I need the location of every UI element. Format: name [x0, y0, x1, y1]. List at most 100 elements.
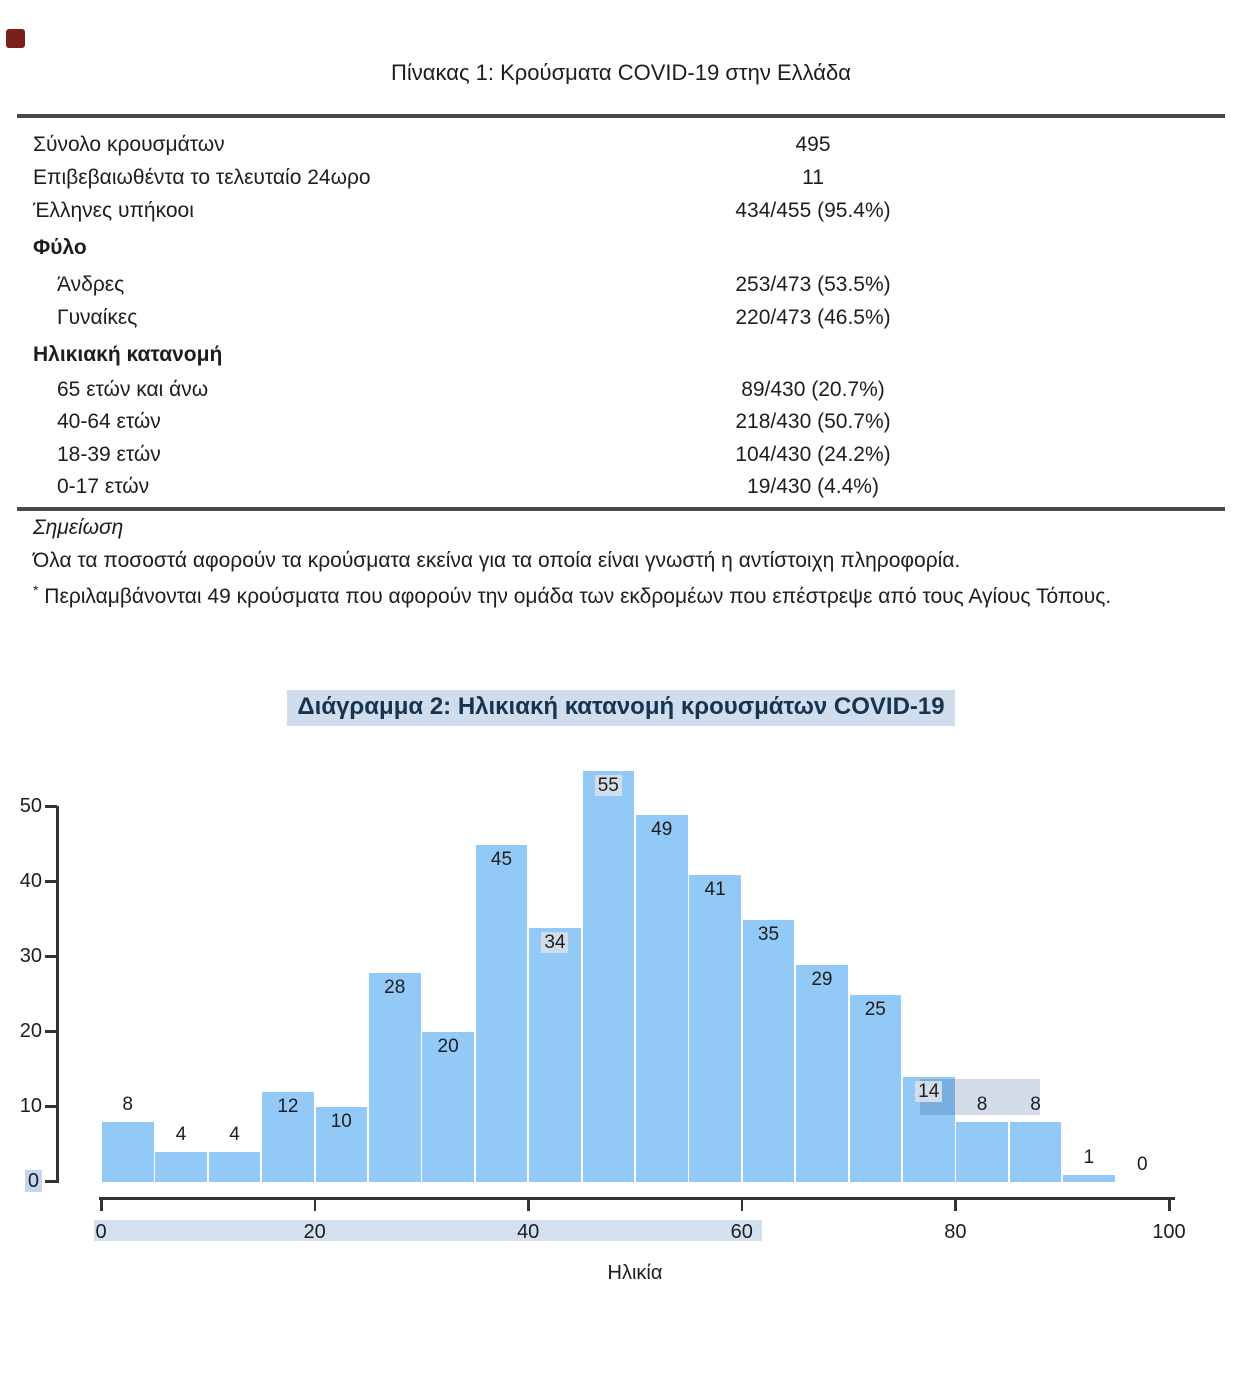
- histogram-bar: [422, 1032, 474, 1182]
- row-label: Άνδρες: [57, 273, 125, 296]
- row-value: 19/430 (4.4%): [747, 475, 879, 498]
- bar-value-text: 4: [175, 1124, 187, 1146]
- row-label: 40-64 ετών: [57, 410, 161, 433]
- table-top-rule: [17, 114, 1225, 118]
- x-tick-highlight-band: [94, 1220, 762, 1241]
- x-tick-label: 100: [1152, 1221, 1186, 1243]
- row-label: 0-17 ετών: [57, 475, 150, 498]
- row-label: Γυναίκες: [57, 306, 138, 329]
- y-tick-text: 20: [19, 1020, 42, 1042]
- bar-value-text: 4: [229, 1124, 240, 1146]
- bar-value-text: 25: [864, 999, 886, 1020]
- bar-value-text: 8: [976, 1094, 988, 1116]
- bar-value-label: 8: [1009, 1095, 1062, 1115]
- row-value: 495: [795, 133, 831, 156]
- bar-value-label: 10: [315, 1112, 368, 1132]
- y-axis-tick: [45, 880, 57, 883]
- bar-value-text: 14: [915, 1081, 943, 1103]
- x-axis-tick: [740, 1199, 744, 1211]
- bar-value-text: 1: [1083, 1146, 1095, 1168]
- footnote-asterisk: *: [33, 582, 39, 598]
- y-axis-tick: [45, 1030, 57, 1033]
- histogram-bar: [208, 1152, 261, 1182]
- bar-value-label: 14: [902, 1081, 955, 1103]
- table-row: Ηλικιακή κατανομή: [0, 340, 1242, 370]
- x-tick-label: 60: [730, 1221, 753, 1243]
- bar-value-text: 41: [704, 879, 726, 901]
- bar-value-label: 35: [742, 925, 795, 945]
- y-axis-tick: [45, 955, 57, 958]
- x-tick-label: 80: [944, 1221, 967, 1243]
- bar-value-text: 49: [651, 819, 673, 841]
- bar-value-label: 28: [368, 976, 421, 998]
- bar-value-label: 8: [955, 1095, 1008, 1115]
- row-label: Φύλο: [33, 236, 87, 259]
- bar-value-label: 45: [475, 850, 528, 870]
- y-axis-tick: [45, 805, 57, 808]
- bar-value-label: 25: [849, 1000, 902, 1020]
- histogram-bar: [475, 845, 528, 1182]
- bar-value-text: 8: [1030, 1094, 1041, 1116]
- x-axis-tick: [527, 1199, 530, 1211]
- y-tick-label: 50: [0, 793, 42, 819]
- bar-value-label: 49: [635, 820, 688, 840]
- table-title: Πίνακας 1: Κρούσματα COVID-19 στην Ελλάδ…: [391, 60, 851, 85]
- histogram-bar: [689, 875, 741, 1182]
- x-axis-tick: [100, 1199, 103, 1211]
- bar-value-text: 28: [384, 976, 406, 998]
- x-tick-label: 20: [303, 1221, 326, 1243]
- y-tick-text: 30: [19, 945, 42, 967]
- row-value: 218/430 (50.7%): [735, 410, 891, 433]
- histogram-bar: [1063, 1174, 1115, 1182]
- bar-value-label: 0: [1116, 1155, 1169, 1175]
- histogram-bar: [956, 1122, 1008, 1182]
- y-tick-label: 30: [0, 943, 42, 969]
- bar-value-text: 8: [122, 1094, 133, 1116]
- row-value: 89/430 (20.7%): [741, 378, 885, 401]
- x-axis-tick: [1168, 1199, 1171, 1211]
- bar-value-text: 35: [757, 924, 780, 946]
- histogram-bar: [315, 1107, 368, 1182]
- histogram-bar: [742, 920, 795, 1182]
- row-label: Σύνολο κρουσμάτων: [33, 133, 225, 156]
- table-bottom-rule: [17, 507, 1225, 511]
- x-tick-label: 40: [517, 1221, 540, 1243]
- y-tick-text: 0: [24, 1170, 42, 1192]
- row-value: 253/473 (53.5%): [735, 273, 891, 296]
- bar-value-text: 10: [330, 1111, 352, 1133]
- table-row: 40-64 ετών 218/430 (50.7%): [0, 407, 1242, 437]
- bar-value-label: 8: [101, 1095, 154, 1115]
- y-tick-label: 10: [0, 1093, 42, 1119]
- y-tick-label: 0: [0, 1168, 42, 1194]
- bar-value-label: 12: [261, 1097, 314, 1117]
- chart-title-row: Διάγραμμα 2: Ηλικιακή κατανομή κρουσμάτω…: [0, 690, 1242, 726]
- note-line-1: Όλα τα ποσοστά αφορούν τα κρούσματα εκεί…: [33, 549, 961, 572]
- histogram-bar: [529, 927, 581, 1182]
- y-tick-label: 40: [0, 868, 42, 894]
- bar-value-text: 0: [1137, 1154, 1148, 1175]
- bar-value-label: 1: [1062, 1146, 1115, 1168]
- histogram-bar: [102, 1122, 154, 1182]
- x-axis-tick: [313, 1199, 317, 1211]
- table-row: Γυναίκες 220/473 (46.5%): [0, 303, 1242, 333]
- row-label: 65 ετών και άνω: [57, 378, 209, 401]
- row-label: Έλληνες υπήκοοι: [33, 199, 194, 222]
- table-row: Έλληνες υπήκοοι 434/455 (95.4%): [0, 196, 1242, 226]
- bar-value-text: 34: [541, 931, 569, 953]
- row-value: 11: [802, 166, 824, 189]
- histogram-bar: [155, 1152, 207, 1182]
- row-value: 220/473 (46.5%): [735, 306, 891, 329]
- bar-value-text: 20: [437, 1036, 459, 1058]
- y-tick-text: 50: [19, 795, 42, 817]
- y-tick-text: 10: [19, 1095, 42, 1117]
- red-square-marker: [6, 29, 25, 48]
- table-row: Επιβεβαιωθέντα το τελευταίο 24ωρο 11: [0, 163, 1242, 193]
- y-axis-tick: [45, 1105, 57, 1108]
- bar-value-label: 29: [795, 970, 848, 990]
- row-label: 18-39 ετών: [57, 443, 161, 466]
- table-row: 65 ετών και άνω 89/430 (20.7%): [0, 375, 1242, 405]
- histogram-bar: [262, 1092, 314, 1182]
- histogram-bar: [369, 972, 421, 1182]
- table-row: Άνδρες 253/473 (53.5%): [0, 270, 1242, 300]
- histogram-bar: [1009, 1122, 1062, 1182]
